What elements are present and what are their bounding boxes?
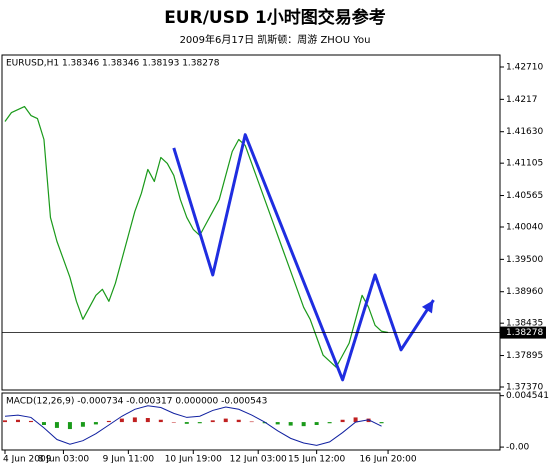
histogram-bar bbox=[184, 422, 189, 424]
histogram-bar bbox=[366, 418, 371, 423]
histogram-bar bbox=[54, 422, 59, 428]
y-tick-label: 1.40565 bbox=[506, 191, 543, 201]
histogram-bar bbox=[41, 422, 46, 425]
x-tick-label: 16 Jun 20:00 bbox=[359, 455, 416, 463]
y-tick-label: 0.004541 bbox=[506, 391, 549, 401]
chart-subtitle: 2009年6月17日 凯斯顿：周游 ZHOU You bbox=[180, 33, 371, 46]
y-tick-label: 1.41105 bbox=[506, 159, 543, 169]
histogram-bar bbox=[314, 422, 319, 425]
y-tick-label: -0.00 bbox=[506, 443, 530, 453]
histogram-bar bbox=[3, 420, 7, 423]
x-tick-label: 15 Jun 12:00 bbox=[288, 455, 345, 463]
x-tick-label: 9 Jun 11:00 bbox=[103, 455, 155, 463]
histogram-bar bbox=[158, 419, 163, 423]
y-tick-label: 1.42710 bbox=[506, 62, 543, 72]
y-tick-label: 1.38435 bbox=[506, 319, 543, 329]
x-tick-label: 10 Jun 19:00 bbox=[165, 455, 222, 463]
macd-panel bbox=[1, 392, 501, 451]
histogram-bar bbox=[301, 422, 306, 427]
symbol-info: EURUSD,H1 1.38346 1.38346 1.38193 1.3827… bbox=[6, 59, 220, 69]
y-tick-label: 1.4217 bbox=[506, 95, 538, 105]
x-tick-label: 4 Jun 2009 bbox=[3, 455, 52, 463]
y-tick-label: 1.39500 bbox=[506, 255, 543, 265]
histogram-bar bbox=[379, 422, 384, 424]
zigzag-line bbox=[172, 133, 435, 382]
histogram-bar bbox=[67, 422, 72, 430]
histogram-bar bbox=[80, 422, 85, 427]
price-line bbox=[4, 105, 389, 368]
last-price-label: 1.38278 bbox=[506, 328, 543, 338]
histogram-bar bbox=[119, 418, 124, 423]
histogram-bar bbox=[249, 421, 254, 423]
histogram-bar bbox=[145, 418, 150, 423]
histogram-bar bbox=[132, 417, 137, 423]
macd-line bbox=[4, 405, 382, 446]
y-tick-label: 1.40040 bbox=[506, 222, 543, 232]
x-tick-label: 8 Jun 03:00 bbox=[38, 455, 90, 463]
histogram-bar bbox=[353, 417, 358, 423]
histogram-bar bbox=[28, 420, 33, 423]
histogram-bar bbox=[327, 422, 332, 424]
histogram-bar bbox=[171, 422, 176, 423]
histogram-bar bbox=[15, 419, 20, 423]
last-price-box bbox=[500, 326, 546, 339]
histogram-bar bbox=[210, 420, 215, 423]
y-tick-label: 1.41630 bbox=[506, 127, 543, 137]
y-tick-label: 1.37370 bbox=[506, 383, 543, 393]
macd-info: MACD(12,26,9) -0.000734 -0.000317 0.0000… bbox=[6, 397, 267, 407]
y-tick-label: 1.37895 bbox=[506, 351, 543, 361]
chart-title: EUR/USD 1小时图交易参考 bbox=[164, 7, 386, 28]
y-tick-label: 1.38960 bbox=[506, 287, 543, 297]
histogram-bar bbox=[288, 422, 293, 426]
histogram-bar bbox=[275, 422, 280, 425]
histogram-bar bbox=[197, 422, 202, 424]
histogram-bar bbox=[93, 422, 98, 425]
histogram-bar bbox=[236, 419, 241, 423]
histogram-bar bbox=[106, 420, 111, 423]
price-panel bbox=[1, 54, 501, 391]
arrow-head bbox=[421, 300, 434, 314]
x-tick-label: 12 Jun 03:00 bbox=[230, 455, 287, 463]
histogram-bar bbox=[223, 418, 228, 423]
histogram-bar bbox=[340, 419, 345, 423]
